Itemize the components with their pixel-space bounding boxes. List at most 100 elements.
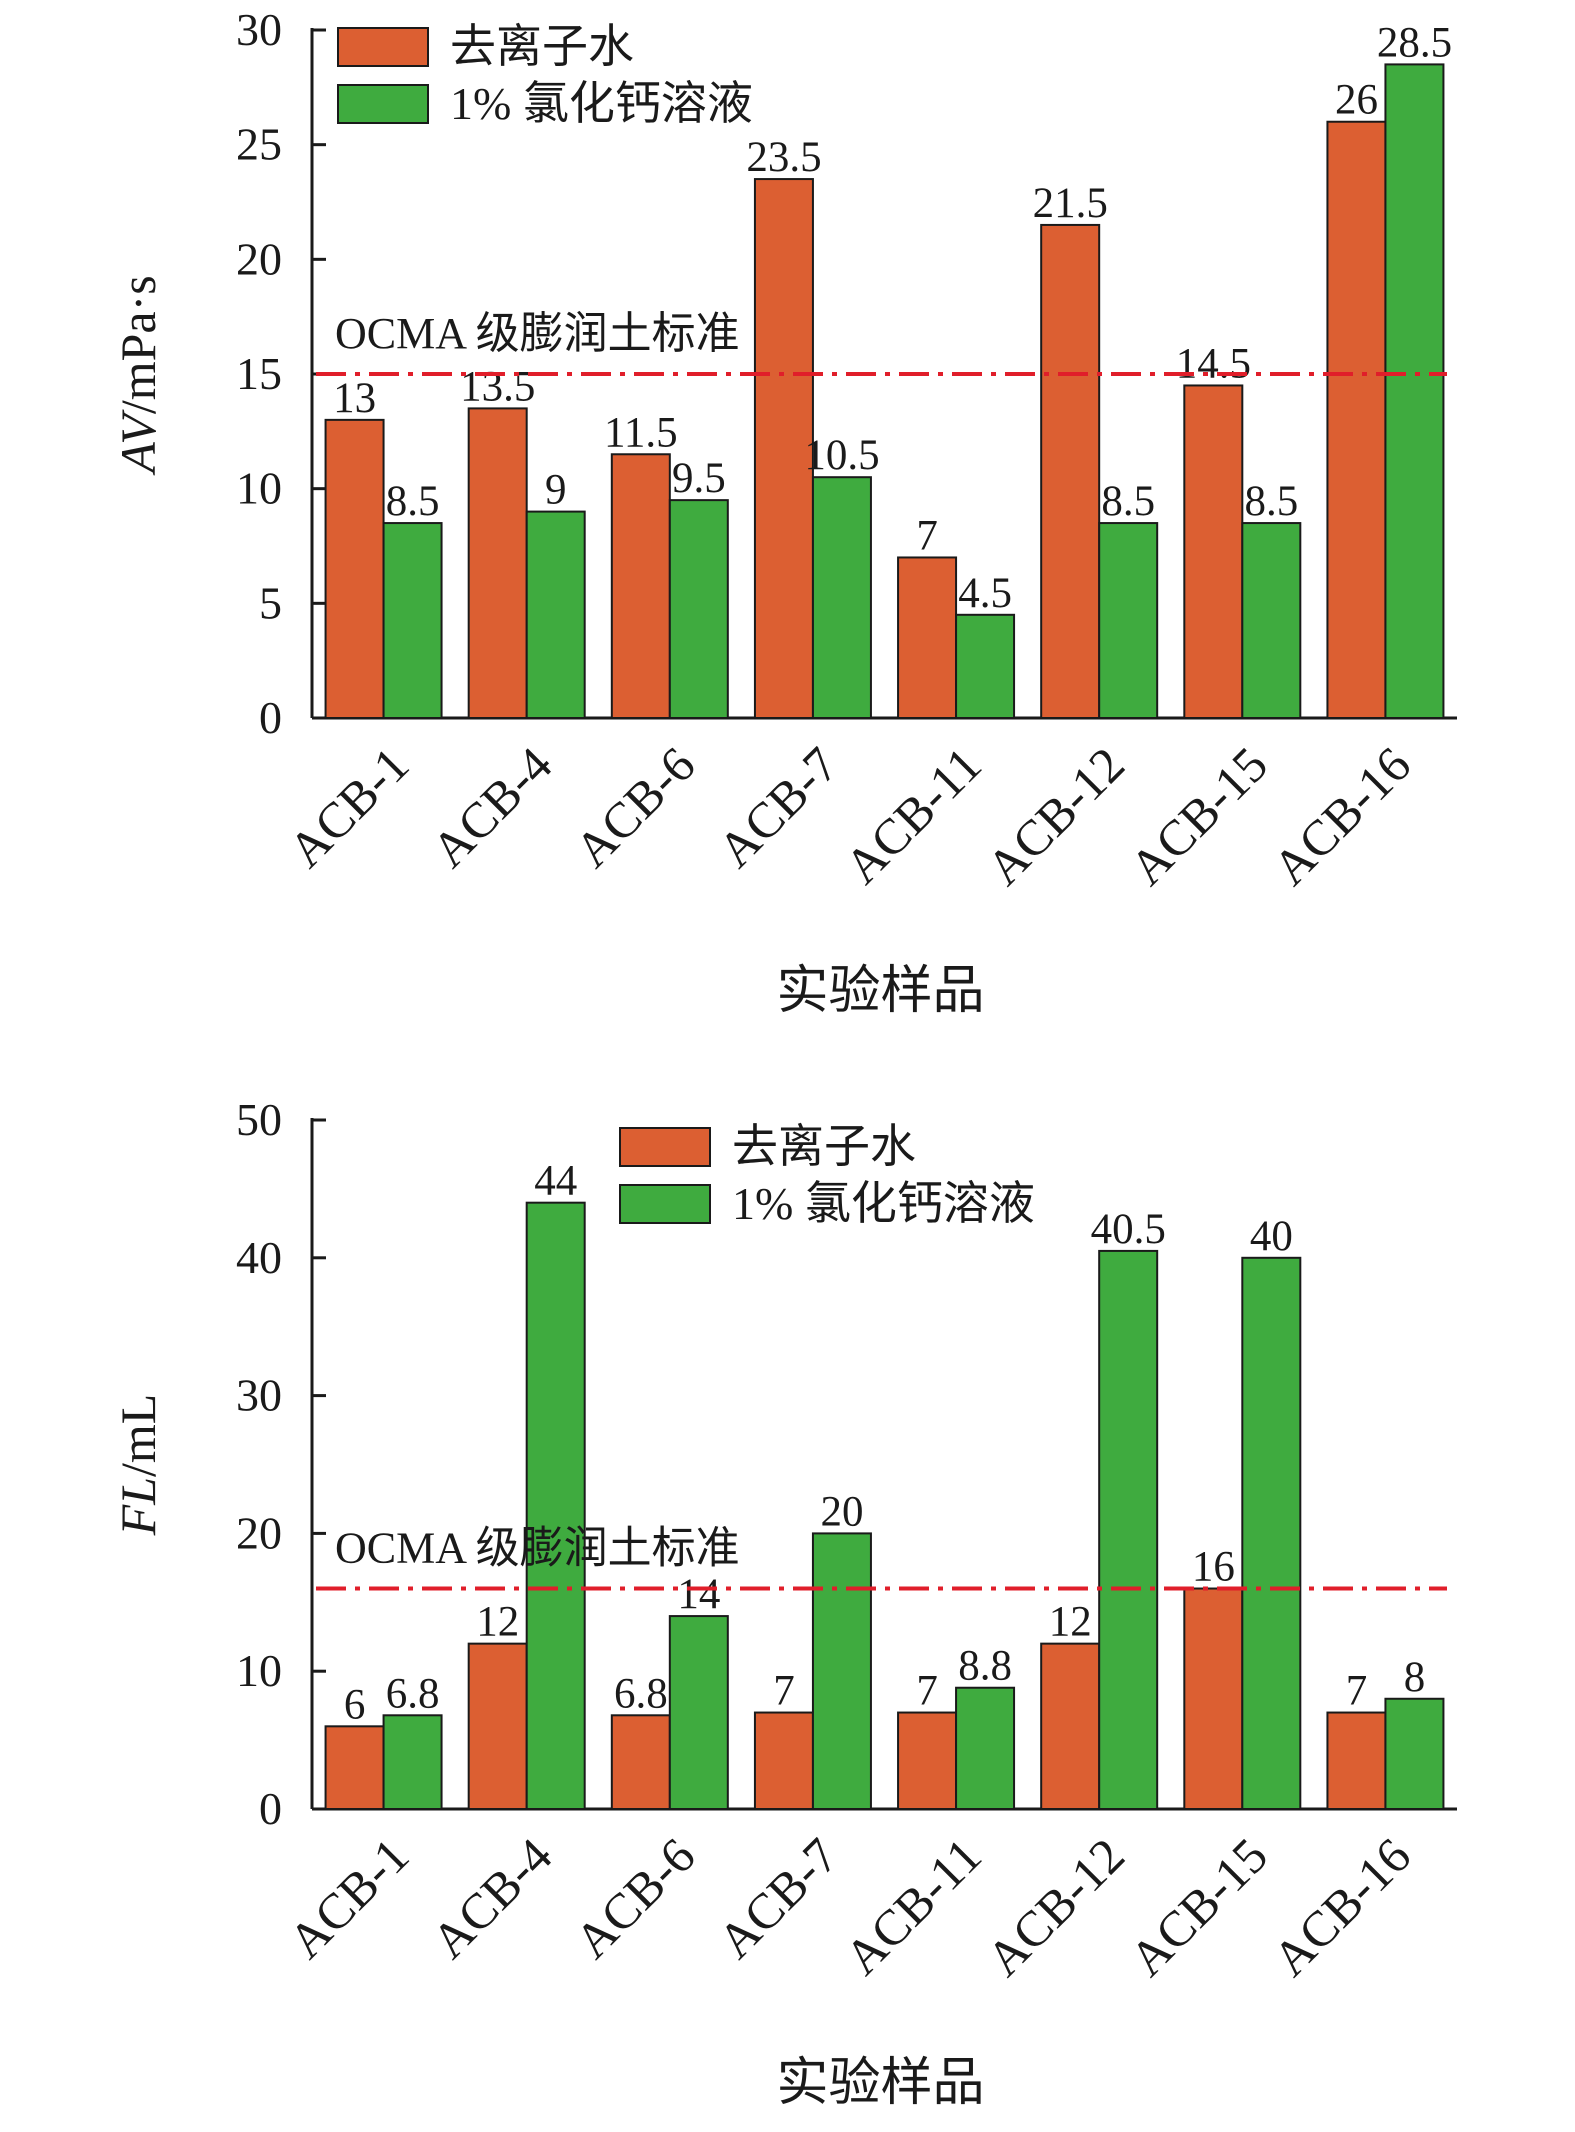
data-label: 13 xyxy=(333,375,376,422)
y-tick-label: 30 xyxy=(236,4,282,55)
bar-water xyxy=(1326,120,1387,719)
data-label: 6.8 xyxy=(386,1670,440,1717)
x-tick-label: ACB-11 xyxy=(834,736,992,894)
data-label: 14.5 xyxy=(1176,340,1251,387)
data-label: 7 xyxy=(916,512,938,559)
x-tick-label: ACB-16 xyxy=(1262,1827,1421,1986)
x-tick-label: ACB-1 xyxy=(278,736,420,878)
bar-water xyxy=(1183,1587,1244,1811)
y-tick-label: 40 xyxy=(236,1232,282,1283)
bar-water xyxy=(324,418,385,719)
bar-water xyxy=(1326,1711,1387,1811)
x-tick-label: ACB-15 xyxy=(1119,736,1278,895)
legend-label: 1% 氯化钙溶液 xyxy=(450,78,753,129)
data-label: 8.8 xyxy=(958,1643,1012,1690)
y-tick-label: 20 xyxy=(236,233,282,284)
y-axis-title-symbol: AV xyxy=(110,409,166,476)
legend-swatch xyxy=(619,1127,711,1167)
legend-label: 去离子水 xyxy=(732,1121,916,1172)
data-label: 7 xyxy=(773,1668,795,1715)
bar-cacl2 xyxy=(1098,522,1159,719)
bar-water xyxy=(1040,1642,1101,1811)
y-tick-label: 0 xyxy=(259,692,282,743)
bar-water xyxy=(324,1725,385,1810)
data-label: 6.8 xyxy=(614,1670,668,1717)
y-tick-label: 15 xyxy=(236,348,282,399)
x-tick-label: ACB-12 xyxy=(976,1827,1135,1986)
y-tick-label: 10 xyxy=(236,1645,282,1696)
bar-cacl2 xyxy=(1241,1256,1302,1811)
data-label: 40 xyxy=(1250,1213,1293,1260)
x-tick-label: ACB-6 xyxy=(564,1827,706,1969)
bar-water xyxy=(897,556,958,720)
bar-water xyxy=(467,407,528,719)
x-tick-label: ACB-16 xyxy=(1262,736,1421,895)
bar-cacl2 xyxy=(1384,63,1445,719)
y-axis-title-unit: /mL xyxy=(110,1394,166,1477)
data-label: 28.5 xyxy=(1377,19,1452,66)
data-label: 12 xyxy=(1049,1599,1092,1646)
bar-cacl2 xyxy=(525,510,586,719)
x-tick-label: ACB-1 xyxy=(278,1827,420,1969)
bar-water xyxy=(1183,384,1244,719)
data-label: 44 xyxy=(534,1158,577,1205)
bar-water xyxy=(1040,223,1101,720)
bar-cacl2 xyxy=(382,522,443,719)
data-label: 8.5 xyxy=(1101,478,1155,525)
bar-cacl2 xyxy=(955,613,1016,719)
reference-line-label: OCMA 级膨润土标准 xyxy=(335,309,740,358)
x-axis-title: 实验样品 xyxy=(776,2055,984,2112)
data-label: 8.5 xyxy=(386,478,440,525)
bar-cacl2 xyxy=(811,1532,872,1811)
bar-cacl2 xyxy=(668,1615,729,1810)
chart-1: 0 5 10 15 20 25 30 13 13.5 11.5 23.5 7 21.5 14.5 26 8.5… xyxy=(110,4,1457,1020)
data-label: 11.5 xyxy=(604,409,678,456)
legend-swatch xyxy=(337,84,429,124)
data-label: 14 xyxy=(677,1571,720,1618)
y-axis-title: FL/mL xyxy=(110,1394,166,1537)
bar-water xyxy=(897,1711,958,1811)
data-label: 6 xyxy=(344,1681,366,1728)
data-label: 26 xyxy=(1335,77,1378,124)
bar-cacl2 xyxy=(1384,1697,1445,1811)
legend-label: 1% 氯化钙溶液 xyxy=(732,1178,1035,1229)
y-tick-label: 10 xyxy=(236,463,282,514)
y-tick-label: 5 xyxy=(259,577,282,628)
x-axis-title: 实验样品 xyxy=(776,963,984,1020)
data-label: 20 xyxy=(820,1488,863,1535)
x-tick-label: ACB-4 xyxy=(421,736,563,878)
data-label: 21.5 xyxy=(1033,180,1108,227)
legend-swatch xyxy=(619,1184,711,1224)
x-tick-label: ACB-7 xyxy=(707,1827,849,1969)
data-label: 7 xyxy=(1346,1668,1368,1715)
data-label: 9.5 xyxy=(672,455,726,502)
x-tick-label: ACB-6 xyxy=(564,736,706,878)
bar-water xyxy=(610,453,671,719)
bar-cacl2 xyxy=(1098,1249,1159,1811)
data-label: 40.5 xyxy=(1091,1206,1166,1253)
data-label: 13.5 xyxy=(460,363,535,410)
y-axis-title: AV/mPa·s xyxy=(110,275,166,476)
x-tick-label: ACB-12 xyxy=(976,736,1135,895)
data-label: 10.5 xyxy=(804,432,879,479)
data-label: 23.5 xyxy=(746,134,821,181)
chart-2: 0 10 20 30 40 50 6 12 6.8 7 7 12 16 7 6.8 44 14 20 8.8 40.5… xyxy=(110,1094,1457,2112)
x-tick-label: ACB-15 xyxy=(1119,1827,1278,1986)
bar-water xyxy=(753,178,814,720)
bar-cacl2 xyxy=(1241,522,1302,719)
data-label: 8.5 xyxy=(1244,478,1298,525)
reference-line-label: OCMA 级膨润土标准 xyxy=(335,1524,740,1573)
y-tick-label: 20 xyxy=(236,1507,282,1558)
data-label: 12 xyxy=(476,1599,519,1646)
data-label: 9 xyxy=(545,467,567,514)
x-tick-label: ACB-4 xyxy=(421,1827,563,1969)
bar-cacl2 xyxy=(811,476,872,720)
data-label: 7 xyxy=(916,1668,938,1715)
y-tick-label: 0 xyxy=(259,1783,282,1834)
bar-cacl2 xyxy=(668,499,729,719)
x-tick-label: ACB-7 xyxy=(707,736,849,878)
bar-water xyxy=(467,1642,528,1811)
bar-water xyxy=(753,1711,814,1811)
y-axis-title-unit: /mPa·s xyxy=(110,275,166,414)
